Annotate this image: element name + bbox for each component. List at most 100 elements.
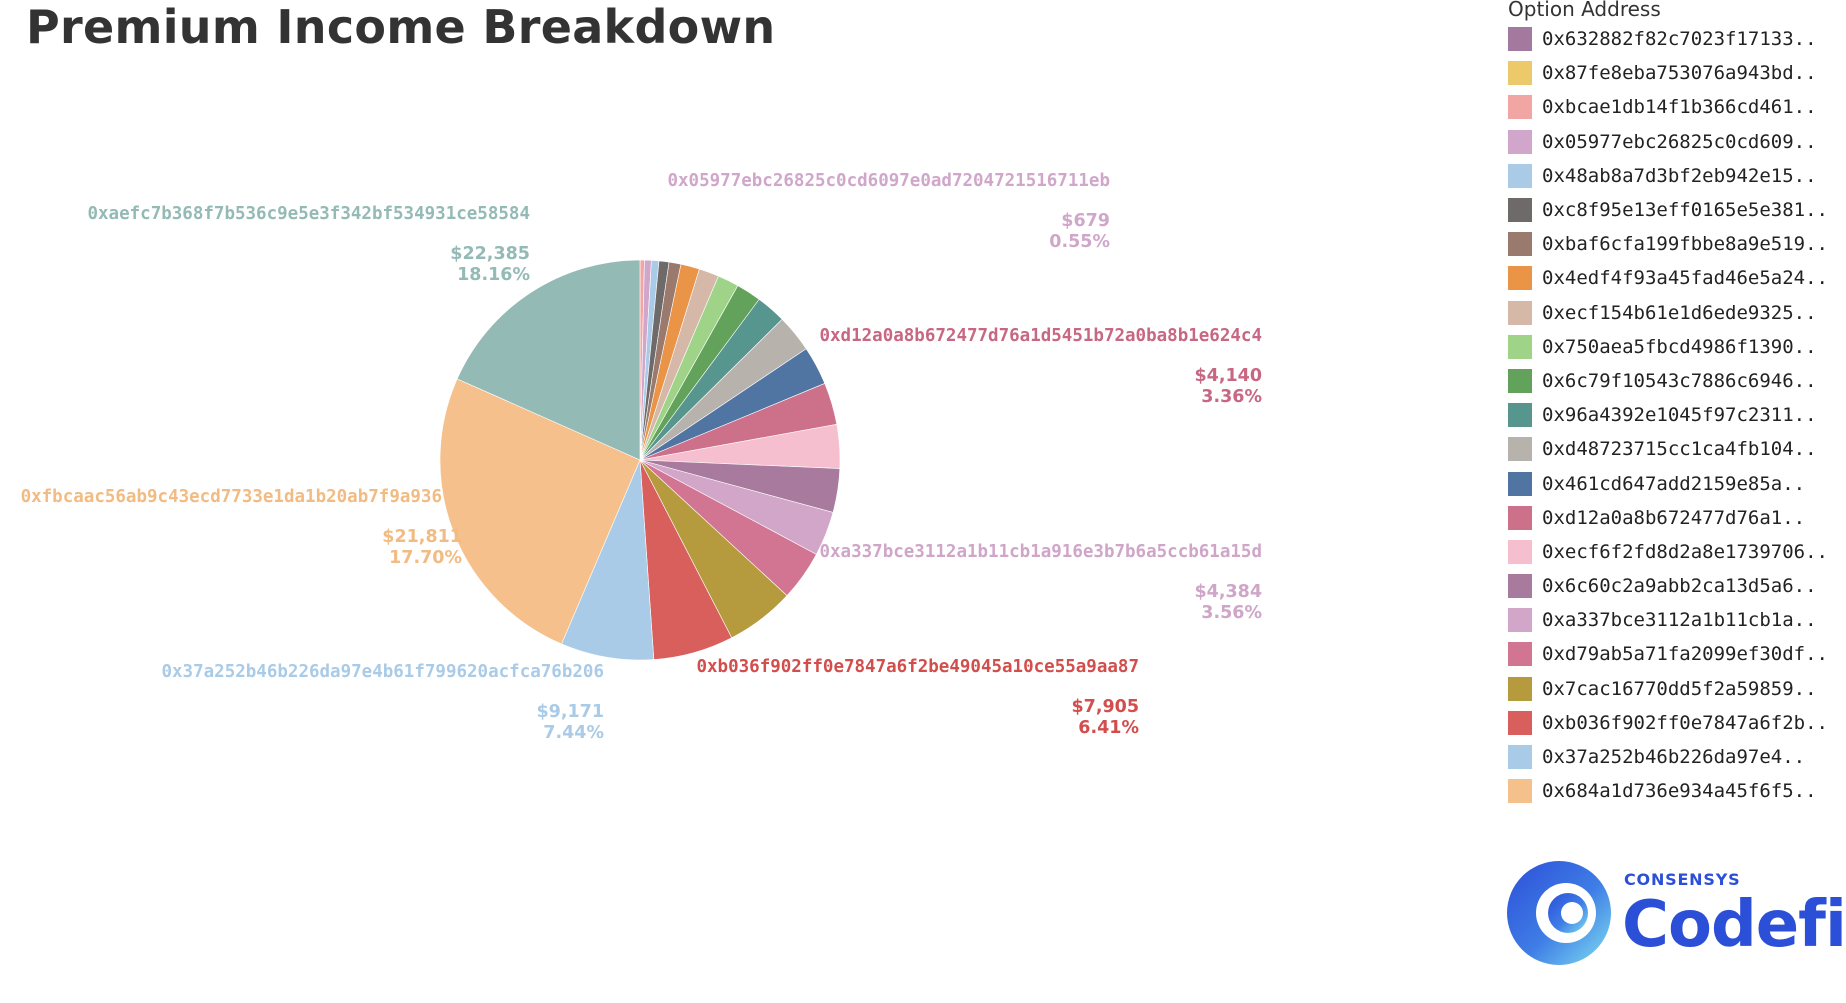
callout-value: $4,140 (1194, 366, 1262, 386)
slice-callouts: 0x05977ebc26825c0cd6097e0ad7204721516711… (21, 171, 1262, 743)
legend-label: 0xd12a0a8b672477d76a1.. (1542, 506, 1806, 529)
legend-label: 0x684a1d736e934a45f6f5.. (1542, 780, 1817, 803)
chart-title: Premium Income Breakdown (26, 0, 776, 54)
legend-swatch (1508, 27, 1532, 52)
pie-chart: 0x05977ebc26825c0cd6097e0ad7204721516711… (21, 171, 1262, 743)
callout-address: 0xa337bce3112a1b11cb1a916e3b7b6a5ccb61a1… (819, 542, 1262, 562)
legend-item: 0xd79ab5a71fa2099ef30df.. (1508, 637, 1844, 671)
legend-item: 0x632882f82c7023f17133.. (1508, 22, 1844, 56)
logo-product: Codefi (1622, 888, 1846, 962)
legend-item: 0x48ab8a7d3bf2eb942e15.. (1508, 159, 1844, 193)
callout-percent: 7.44% (543, 723, 604, 743)
callout-value: $4,384 (1194, 582, 1262, 602)
legend-label: 0x461cd647add2159e85a.. (1542, 472, 1806, 495)
legend-label: 0xc8f95e13eff0165e5e381.. (1542, 199, 1828, 222)
pie-slice (456, 259, 641, 461)
legend-label: 0xa337bce3112a1b11cb1a.. (1542, 609, 1817, 632)
callout-percent: 17.70% (389, 548, 462, 568)
logo-brand: CONSENSYS (1624, 870, 1741, 889)
pie-slice (439, 378, 641, 645)
legend: Option Address 0x632882f82c7023f17133.. 0… (1508, 0, 1844, 808)
legend-item: 0xecf6f2fd8d2a8e1739706.. (1508, 535, 1844, 569)
legend-swatch (1508, 300, 1532, 325)
legend-label: 0xb036f902ff0e7847a6f2b.. (1542, 711, 1828, 734)
legend-label: 0xecf6f2fd8d2a8e1739706.. (1542, 540, 1828, 563)
codefi-logo-icon (1507, 861, 1611, 965)
legend-swatch (1508, 403, 1532, 428)
legend-label: 0xd48723715cc1ca4fb104.. (1542, 438, 1817, 461)
callout-percent: 0.55% (1049, 232, 1110, 252)
legend-swatch (1508, 95, 1532, 120)
legend-swatch (1508, 505, 1532, 530)
legend-swatch (1508, 266, 1532, 291)
legend-swatch (1508, 779, 1532, 804)
callout-percent: 3.36% (1201, 387, 1262, 407)
legend-label: 0x632882f82c7023f17133.. (1542, 28, 1817, 51)
legend-item: 0x684a1d736e934a45f6f5.. (1508, 774, 1844, 808)
legend-label: 0x4edf4f93a45fad46e5a24.. (1542, 267, 1828, 290)
legend-swatch (1508, 608, 1532, 633)
callout-address: 0xaefc7b368f7b536c9e5e3f342bf534931ce585… (87, 204, 530, 224)
legend-item: 0xecf154b61e1d6ede9325.. (1508, 296, 1844, 330)
legend-item: 0xb036f902ff0e7847a6f2b.. (1508, 706, 1844, 740)
legend-label: 0xd79ab5a71fa2099ef30df.. (1542, 643, 1828, 666)
legend-item: 0xd12a0a8b672477d76a1.. (1508, 501, 1844, 535)
legend-item: 0x461cd647add2159e85a.. (1508, 466, 1844, 500)
legend-swatch (1508, 437, 1532, 462)
legend-item: 0x37a252b46b226da97e4.. (1508, 740, 1844, 774)
callout-percent: 3.56% (1201, 603, 1262, 623)
legend-item: 0x750aea5fbcd4986f1390.. (1508, 330, 1844, 364)
codefi-logo: CONSENSYS Codefi (1500, 858, 1846, 978)
legend-item: 0x6c60c2a9abb2ca13d5a6.. (1508, 569, 1844, 603)
legend-label: 0x96a4392e1045f97c2311.. (1542, 404, 1817, 427)
callout-address: 0x37a252b46b226da97e4b61f799620acfca76b2… (161, 662, 604, 682)
callout-address: 0xb036f902ff0e7847a6f2be49045a10ce55a9aa… (696, 657, 1139, 677)
legend-item: 0xbaf6cfa199fbbe8a9e519.. (1508, 227, 1844, 261)
legend-item: 0x7cac16770dd5f2a59859.. (1508, 672, 1844, 706)
legend-label: 0x750aea5fbcd4986f1390.. (1542, 335, 1817, 358)
legend-label: 0xbaf6cfa199fbbe8a9e519.. (1542, 233, 1828, 256)
callout-percent: 6.41% (1078, 718, 1139, 738)
legend-swatch (1508, 471, 1532, 496)
legend-item: 0x6c79f10543c7886c6946.. (1508, 364, 1844, 398)
legend-label: 0xecf154b61e1d6ede9325.. (1542, 301, 1817, 324)
legend-items: 0x632882f82c7023f17133.. 0x87fe8eba753076… (1508, 22, 1844, 808)
legend-label: 0x37a252b46b226da97e4.. (1542, 746, 1806, 769)
legend-swatch (1508, 642, 1532, 667)
legend-item: 0x4edf4f93a45fad46e5a24.. (1508, 261, 1844, 295)
callout-value: $7,905 (1071, 697, 1139, 717)
legend-swatch (1508, 745, 1532, 770)
legend-swatch (1508, 163, 1532, 188)
legend-label: 0x6c79f10543c7886c6946.. (1542, 369, 1817, 392)
legend-swatch (1508, 368, 1532, 393)
legend-swatch (1508, 539, 1532, 564)
legend-label: 0x05977ebc26825c0cd609.. (1542, 130, 1817, 153)
legend-label: 0xbcae1db14f1b366cd461.. (1542, 96, 1817, 119)
callout-value: $679 (1061, 211, 1110, 231)
legend-swatch (1508, 198, 1532, 223)
legend-item: 0x05977ebc26825c0cd609.. (1508, 125, 1844, 159)
callout-address: 0xfbcaac56ab9c43ecd7733e1da1b20ab7f9a936 (21, 487, 442, 507)
legend-label: 0x6c60c2a9abb2ca13d5a6.. (1542, 575, 1817, 598)
legend-label: 0x48ab8a7d3bf2eb942e15.. (1542, 164, 1817, 187)
legend-swatch (1508, 232, 1532, 257)
legend-item: 0xd48723715cc1ca4fb104.. (1508, 432, 1844, 466)
legend-swatch (1508, 61, 1532, 86)
pie-slices (439, 259, 841, 661)
pie-slice (561, 459, 655, 661)
legend-label: 0x7cac16770dd5f2a59859.. (1542, 677, 1817, 700)
callout-percent: 18.16% (457, 265, 530, 285)
legend-label: 0x87fe8eba753076a943bd.. (1542, 62, 1817, 85)
callout-value: $21,811 (382, 527, 462, 547)
legend-swatch (1508, 129, 1532, 154)
legend-swatch (1508, 574, 1532, 599)
callout-value: $22,385 (450, 244, 530, 264)
legend-item: 0xa337bce3112a1b11cb1a.. (1508, 603, 1844, 637)
legend-item: 0xbcae1db14f1b366cd461.. (1508, 90, 1844, 124)
legend-item: 0x87fe8eba753076a943bd.. (1508, 56, 1844, 90)
legend-title: Option Address (1508, 0, 1661, 21)
callout-value: $9,171 (536, 702, 604, 722)
callout-address: 0x05977ebc26825c0cd6097e0ad7204721516711… (667, 171, 1110, 191)
legend-item: 0x96a4392e1045f97c2311.. (1508, 398, 1844, 432)
legend-item: 0xc8f95e13eff0165e5e381.. (1508, 193, 1844, 227)
